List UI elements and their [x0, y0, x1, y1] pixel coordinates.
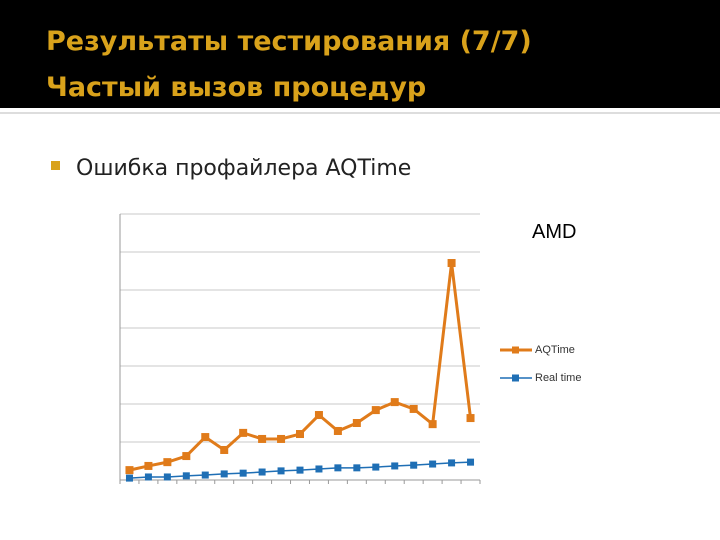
point — [390, 398, 399, 407]
chart-title: AMD — [532, 221, 576, 243]
point — [296, 466, 304, 474]
point — [220, 470, 228, 478]
point — [410, 461, 418, 469]
point — [163, 458, 172, 467]
point — [163, 473, 171, 481]
legend-label: AQTime — [535, 344, 575, 356]
point — [144, 461, 153, 470]
point — [314, 411, 323, 420]
point — [182, 472, 190, 480]
point — [429, 460, 437, 468]
point — [409, 404, 418, 413]
point — [334, 464, 342, 472]
series-line — [129, 262, 473, 472]
point — [448, 459, 456, 467]
point — [239, 469, 247, 477]
point — [182, 452, 191, 461]
point — [125, 474, 133, 482]
header-band — [0, 0, 720, 108]
point — [258, 468, 266, 476]
title-line: Результаты тестирования (7/7) — [46, 26, 532, 57]
point — [391, 462, 399, 470]
legend-marker — [512, 374, 519, 382]
point — [277, 434, 286, 443]
point — [296, 430, 304, 439]
point — [371, 406, 380, 415]
point — [258, 434, 267, 443]
point — [201, 471, 209, 479]
point — [239, 428, 248, 437]
point — [220, 445, 229, 454]
point — [333, 426, 342, 435]
title-line: Частый вызов процедур — [46, 72, 426, 103]
point — [372, 463, 380, 471]
point — [467, 458, 475, 466]
point — [352, 419, 361, 427]
legend-marker — [512, 346, 519, 354]
legend-label: Real time — [535, 372, 581, 384]
bullet-marker — [51, 161, 60, 170]
point — [125, 466, 134, 475]
point — [428, 420, 437, 429]
point — [315, 465, 323, 473]
point — [144, 473, 152, 481]
point — [201, 433, 210, 442]
point — [277, 467, 285, 475]
point — [466, 414, 475, 423]
bullet-text: Ошибка профайлера AQTime — [76, 156, 411, 181]
point — [353, 464, 361, 472]
point — [447, 259, 456, 268]
